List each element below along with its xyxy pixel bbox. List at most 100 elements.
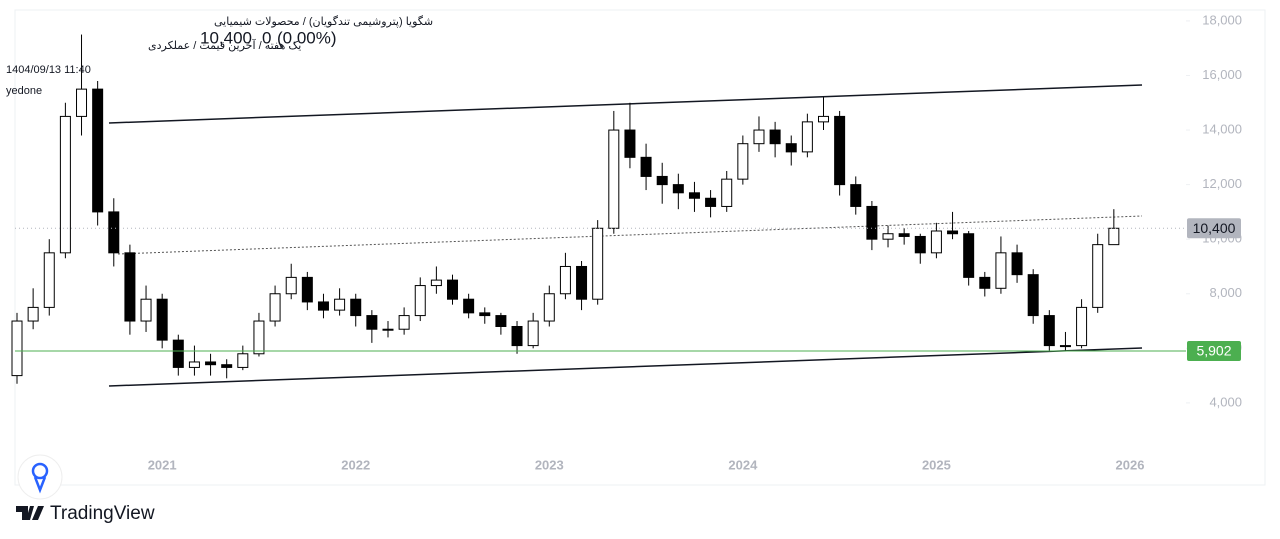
candle-body <box>108 211 120 254</box>
candle-body <box>221 364 233 368</box>
candle-body <box>576 265 588 300</box>
x-tick-label: 2024 <box>728 457 758 472</box>
trend-line <box>108 84 1143 124</box>
candle-body <box>92 88 104 213</box>
timestamp: 1404/09/13 11:40 <box>6 64 91 76</box>
candle-body <box>511 325 523 347</box>
plot-area <box>11 34 1186 387</box>
candle-body <box>188 361 200 368</box>
candle-body <box>721 178 733 207</box>
trend-line <box>108 347 1143 387</box>
candle-body <box>172 339 184 368</box>
logo-badge[interactable] <box>17 454 63 500</box>
candle-body <box>205 361 217 366</box>
candle-body <box>543 293 555 322</box>
candle-body <box>285 276 297 295</box>
candle-body <box>269 293 281 322</box>
candle-body <box>430 279 442 287</box>
candle-body <box>398 315 410 330</box>
axes: 4,0006,0008,00010,00012,00014,00016,0001… <box>148 12 1242 472</box>
candle-body <box>463 298 475 314</box>
candle-body <box>737 143 749 180</box>
candle-body <box>382 328 394 331</box>
candle-body <box>76 88 88 117</box>
candle-body <box>801 121 813 153</box>
last-price: 10,400 <box>200 28 252 47</box>
price-change: 0 <box>262 28 271 47</box>
y-tick-label: 12,000 <box>1202 176 1242 191</box>
candle-body <box>705 197 717 207</box>
candle-body <box>834 115 846 186</box>
candle-body <box>27 306 39 322</box>
y-tick-label: 16,000 <box>1202 67 1242 82</box>
price-label: 10,400 <box>1193 220 1236 236</box>
candle-body <box>253 320 265 355</box>
candle-body <box>1092 244 1104 308</box>
y-tick-label: 8,000 <box>1209 285 1242 300</box>
chart-frame <box>14 9 1266 486</box>
candle-body <box>608 129 620 229</box>
candle-body <box>753 129 765 145</box>
candle-body <box>963 233 975 278</box>
candle-body <box>414 285 426 317</box>
price-labels: 10,400 5,902 <box>1187 218 1241 361</box>
candle-body <box>237 353 249 368</box>
badge-icon <box>33 476 47 494</box>
candle-body <box>898 233 910 237</box>
candle-body <box>866 205 878 240</box>
candle-body <box>495 315 507 327</box>
symbol-title: شگویا (پتروشیمی تندگویان) / محصولات شیمی… <box>214 15 433 28</box>
brand-logo: TradingView <box>16 503 155 524</box>
price-label-box <box>1187 340 1241 361</box>
candle-body <box>1011 252 1023 276</box>
candle-body <box>527 320 539 347</box>
candle-body <box>930 230 942 254</box>
candle-body <box>624 129 636 158</box>
y-tick-label: 4,000 <box>1209 394 1242 409</box>
candle-body <box>317 301 329 311</box>
candle-body <box>1043 315 1055 347</box>
price-change-percent: (0.00%) <box>277 28 337 47</box>
x-tick-label: 2026 <box>1116 457 1145 472</box>
candle-body <box>334 298 346 311</box>
candle-body <box>479 312 491 317</box>
candle-body <box>1108 227 1120 246</box>
candle-body <box>11 320 23 377</box>
y-tick-label: 18,000 <box>1202 12 1242 27</box>
candle-body <box>350 298 362 317</box>
x-tick-label: 2021 <box>148 457 177 472</box>
x-tick-label: 2025 <box>922 457 951 472</box>
brand-icon <box>16 506 44 520</box>
candle-body <box>640 156 652 177</box>
candle-body <box>979 276 991 289</box>
candle-body <box>785 143 797 153</box>
y-tick-label: 14,000 <box>1202 121 1242 136</box>
candle-body <box>656 175 668 186</box>
candle-body <box>882 233 894 240</box>
candle-body <box>818 115 829 123</box>
candle-body <box>947 230 959 235</box>
candle-body <box>1059 345 1071 348</box>
price-label-box <box>1187 218 1241 239</box>
candle-body <box>769 129 781 145</box>
candle-body <box>366 315 378 330</box>
candle-body <box>672 184 684 194</box>
badge-icon <box>31 462 49 480</box>
candle-body <box>156 298 168 341</box>
chart-settings: یک هفته / آخرین قیمت / عملکردی <box>148 38 301 52</box>
candle-body <box>850 184 862 207</box>
candle-body <box>1076 306 1088 347</box>
candle-body <box>43 252 55 308</box>
candle-body <box>140 298 152 322</box>
trend-line <box>117 215 1143 255</box>
candle-body <box>914 235 926 254</box>
candle-body <box>995 252 1007 289</box>
candle-body <box>59 115 71 254</box>
x-tick-label: 2022 <box>341 457 370 472</box>
candle-body <box>592 227 604 300</box>
candle-body <box>559 265 571 295</box>
author: yedone <box>6 85 42 97</box>
candle-body <box>1027 274 1039 317</box>
candle-body <box>447 279 459 300</box>
